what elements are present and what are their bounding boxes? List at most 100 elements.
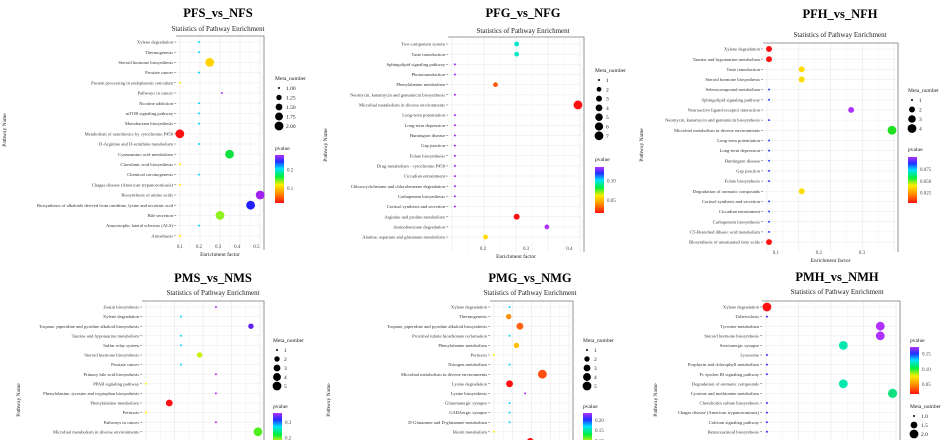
data-point — [214, 373, 217, 376]
data-point — [179, 315, 182, 318]
color-legend-title: pvalue — [908, 147, 923, 153]
data-point — [573, 100, 583, 110]
size-legend-key — [274, 356, 280, 362]
pathway-label: Microbial metabolism in diverse environm… — [401, 372, 487, 377]
panel-pms-vs-nms: PMS_vs_NMS Statistics of Pathway Enrichme… — [16, 271, 304, 440]
pvalue-colorbar — [910, 347, 919, 394]
size-legend-key — [275, 112, 283, 121]
size-legend-label: 4 — [919, 127, 922, 133]
color-legend-label: 0.050 — [920, 180, 932, 185]
size-legend-key — [276, 349, 278, 351]
pathway-label: Prostate cancer — [111, 362, 139, 367]
pathway-label: Taurine and hypotaurine metabolism — [72, 333, 140, 338]
data-point — [508, 421, 511, 424]
size-legend-label: 2 — [919, 108, 922, 114]
size-legend-key — [586, 349, 588, 351]
data-point — [214, 392, 217, 395]
pathway-label: Fc epsilon RI signaling pathway — [700, 372, 760, 377]
panel-pfs-vs-nfs: PFS_vs_NFS Statistics of Pathway Enrichme… — [2, 6, 306, 258]
panel-subtitle: Statistics of Pathway Enrichment — [476, 27, 569, 35]
pathway-label: Taste transduction — [727, 67, 761, 72]
data-point — [516, 322, 524, 330]
data-point — [765, 373, 768, 376]
data-point — [537, 369, 547, 379]
pathway-label: Chlorocyclohexane and chlorobenzene degr… — [351, 184, 446, 189]
x-tick-label: 0.1 — [773, 251, 780, 256]
color-legend-label: 0.1 — [287, 187, 294, 192]
plot-border — [762, 300, 901, 440]
pathway-label: Circadian entrainment — [404, 174, 446, 179]
pathway-label: Pertussis — [123, 410, 140, 415]
pathway-label: Steroid hormone biosynthesis — [84, 353, 139, 358]
data-point — [765, 402, 768, 404]
data-point — [838, 341, 848, 350]
pathway-label: Folate biosynthesis — [725, 179, 761, 184]
data-point — [765, 411, 768, 414]
data-point — [768, 180, 771, 183]
size-legend-title: Meta_number — [275, 76, 306, 82]
data-point — [768, 88, 771, 91]
pathway-label: Prostate cancer — [145, 70, 173, 75]
size-legend-key — [910, 421, 918, 429]
panel-title: PFH_vs_NFH — [803, 7, 878, 21]
size-legend-key — [584, 356, 590, 362]
pathway-label: Steroid hormone biosynthesis — [705, 77, 760, 82]
data-point — [144, 382, 147, 385]
pathway-label: Biosynthesis of amino acids — [121, 193, 173, 198]
data-point — [197, 143, 200, 145]
pathway-label: Pathways in cancer — [104, 420, 140, 425]
data-point — [178, 183, 181, 186]
data-point — [197, 173, 200, 176]
x-tick-label: 0.5 — [253, 245, 260, 250]
data-point — [205, 58, 215, 67]
pathway-label: Alanine, aspartate and glutamate metabol… — [362, 235, 445, 241]
size-legend-title: Meta_number — [273, 338, 304, 344]
data-point — [768, 159, 771, 162]
data-point — [838, 379, 848, 389]
size-legend-key — [595, 113, 603, 121]
pathway-label: Huntington disease — [410, 133, 445, 138]
pathway-label: Primary bile acid biosynthesis — [84, 372, 140, 377]
pathway-label: Phenylalanine, tyrosine and tryptophan b… — [43, 391, 139, 397]
panel-title: PMG_vs_NMG — [488, 271, 572, 285]
pathway-label: Long-term potentiation — [717, 138, 760, 143]
size-legend-title: Meta_number — [910, 404, 941, 410]
panel-pfg-vs-nfg: PFG_vs_NFG Statistics of Pathway Enrichme… — [323, 6, 626, 260]
size-legend-label: 1.0 — [921, 414, 928, 420]
panel-pmh-vs-nmh: PMH_vs_NMH Statistics of Pathway Enrichme… — [653, 270, 941, 440]
pathway-label: PPAR signaling pathway — [93, 381, 139, 386]
pathway-label: Xylene degradation — [103, 314, 140, 319]
data-point — [506, 380, 513, 388]
data-point — [513, 213, 520, 220]
data-point — [798, 76, 805, 83]
color-legend-label: 0.3 — [285, 421, 292, 426]
pathway-label: Sulfur relay system — [103, 343, 139, 348]
color-legend-title: pvalue — [595, 157, 610, 163]
pathway-label: C5-Branched dibasic acid metabolism — [690, 229, 760, 234]
size-legend-label: 1 — [919, 98, 922, 104]
pathway-label: Amoebiasis — [151, 233, 173, 238]
panel-pfh-vs-nfh: PFH_vs_NFH Statistics of Pathway Enrichme… — [639, 7, 939, 264]
size-legend-key — [582, 381, 592, 391]
size-legend-label: 5 — [284, 384, 287, 390]
size-legend-key — [275, 103, 283, 111]
data-point — [875, 321, 885, 331]
size-legend-label: 1.50 — [286, 105, 296, 111]
color-legend-label: 0.025 — [920, 192, 932, 197]
x-tick-label: 0.3 — [215, 245, 222, 250]
data-point — [453, 164, 456, 167]
data-point — [508, 334, 511, 337]
data-point — [453, 154, 456, 157]
data-point — [887, 125, 897, 135]
pathway-label: GABAergic synapse — [449, 410, 487, 415]
data-point — [178, 81, 181, 84]
color-legend-title: pvalue — [275, 146, 290, 152]
data-point — [179, 344, 182, 347]
data-point — [505, 313, 512, 320]
size-legend-key — [908, 115, 916, 123]
size-legend-label: 6 — [606, 125, 609, 131]
pathway-label: Nicotine addiction — [139, 101, 174, 106]
pathway-label: Folate biosynthesis — [410, 153, 446, 158]
pathway-label: Porphyrin and chlorophyll metabolism — [688, 362, 759, 367]
data-point — [453, 93, 456, 96]
